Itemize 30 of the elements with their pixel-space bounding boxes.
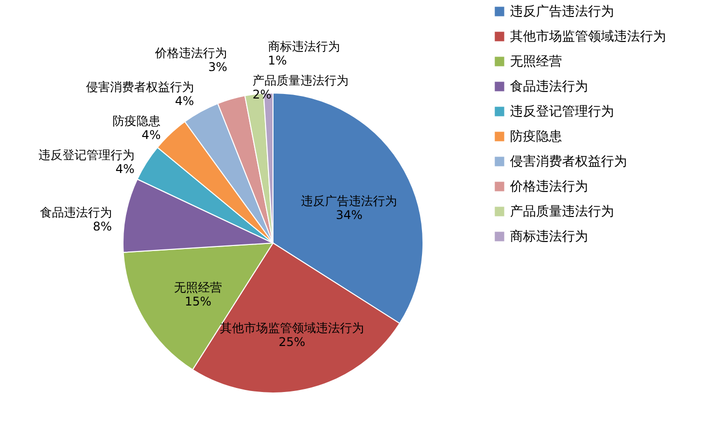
data-label: 4% bbox=[174, 94, 194, 108]
legend-label: 食品违法行为 bbox=[510, 80, 588, 94]
slice-label: 产品质量违法行为 bbox=[252, 73, 348, 88]
slice-label: 违反登记管理行为 bbox=[38, 148, 135, 162]
data-label: 1% bbox=[268, 53, 287, 68]
data-label: 2% bbox=[252, 87, 272, 102]
data-label: 34% bbox=[336, 208, 363, 222]
data-label: 4% bbox=[115, 162, 135, 176]
slice-label: 其他市场监管领域违法行为 bbox=[220, 320, 364, 335]
legend-label: 防疫隐患 bbox=[510, 130, 562, 144]
legend-label: 其他市场监管领域违法行为 bbox=[510, 30, 666, 44]
legend-label: 价格违法行为 bbox=[509, 180, 588, 194]
legend-label: 侵害消费者权益行为 bbox=[510, 154, 627, 170]
legend-label: 违反登记管理行为 bbox=[510, 104, 614, 120]
legend-label: 产品质量违法行为 bbox=[510, 204, 614, 220]
slice-label: 防疫隐患 bbox=[112, 114, 161, 128]
data-label: 4% bbox=[142, 128, 161, 142]
data-label: 3% bbox=[208, 60, 228, 74]
legend-label: 违反广告违法行为 bbox=[510, 4, 614, 20]
data-label: 25% bbox=[278, 334, 306, 349]
slice-label: 无照经营 bbox=[174, 280, 222, 294]
slice-label: 商标违法行为 bbox=[268, 39, 340, 54]
data-label: 8% bbox=[92, 219, 112, 234]
slice-label: 侵害消费者权益行为 bbox=[86, 80, 194, 94]
slice-label: 食品违法行为 bbox=[40, 205, 112, 220]
legend-label: 商标违法行为 bbox=[510, 230, 588, 244]
data-label: 15% bbox=[184, 294, 212, 308]
slice-label: 违反广告违法行为 bbox=[301, 194, 398, 208]
legend-label: 无照经营 bbox=[510, 54, 562, 70]
slice-label: 价格违法行为 bbox=[154, 46, 228, 60]
